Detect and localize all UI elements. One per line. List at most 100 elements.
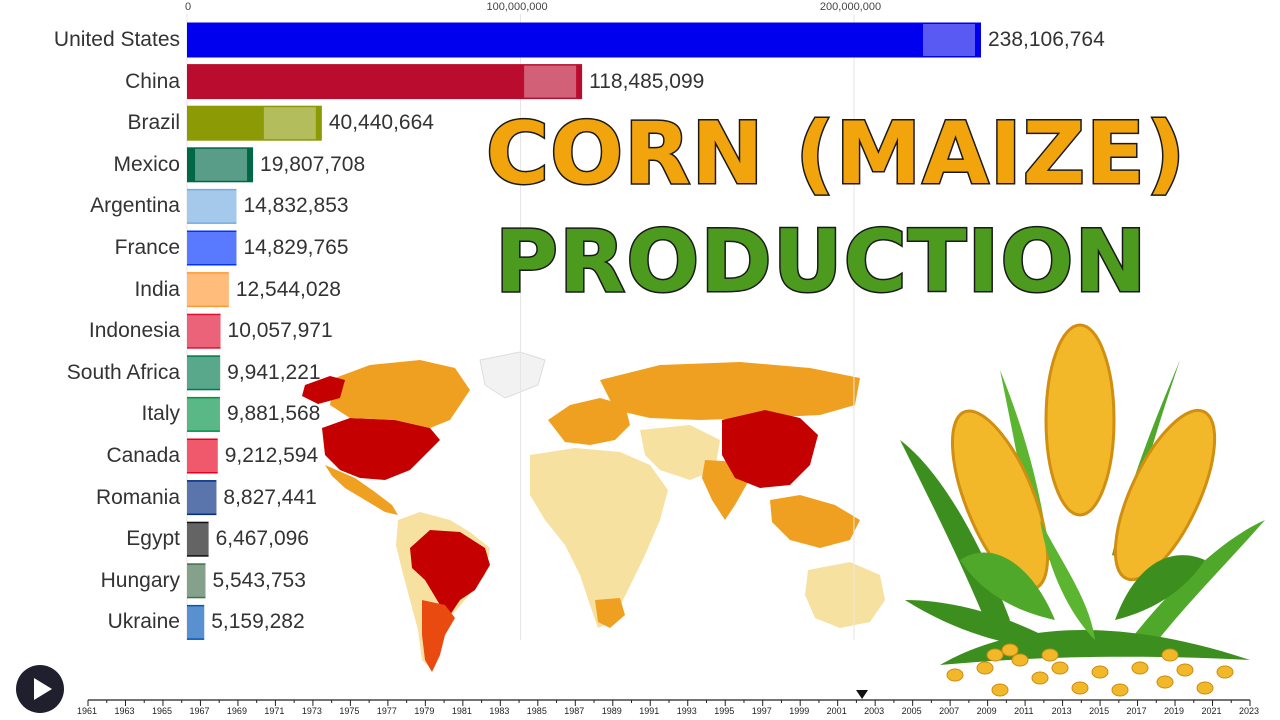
timeline-year-label: 2007 xyxy=(939,706,960,716)
timeline-year-label: 1981 xyxy=(451,706,472,716)
corn-kernel xyxy=(986,648,1004,662)
value-label: 5,159,282 xyxy=(211,610,305,634)
flag-icon xyxy=(187,606,205,639)
timeline-year-label: 1965 xyxy=(151,706,172,716)
timeline-year-label: 2011 xyxy=(1014,706,1034,716)
country-label: Romania xyxy=(95,485,180,509)
country-label: Brazil xyxy=(127,111,180,135)
timeline-year-label: 1963 xyxy=(114,706,135,716)
timeline-year-label: 1975 xyxy=(339,706,360,716)
value-label: 14,829,765 xyxy=(243,236,349,259)
map-russia xyxy=(600,362,860,420)
timeline-year-label: 1973 xyxy=(301,706,322,716)
timeline-year-label: 1961 xyxy=(77,706,98,716)
timeline-year-label: 2009 xyxy=(976,706,997,716)
value-label: 40,440,664 xyxy=(328,111,434,135)
value-label: 12,544,028 xyxy=(235,277,341,301)
value-label: 9,941,221 xyxy=(227,360,321,384)
country-label: Hungary xyxy=(100,568,180,592)
value-label: 9,212,594 xyxy=(224,444,319,467)
timeline-year-label: 1999 xyxy=(789,706,810,716)
bar-romania xyxy=(187,480,217,516)
bar-united-states xyxy=(187,22,981,58)
flag-icon xyxy=(187,481,217,514)
bar-italy xyxy=(187,396,220,432)
map-china xyxy=(722,410,818,488)
corn-kernel xyxy=(1001,643,1019,657)
country-label: United States xyxy=(53,28,180,51)
map-argentina xyxy=(422,600,455,672)
corn-ear xyxy=(1113,408,1217,582)
corn-kernel xyxy=(1041,648,1059,662)
corn-kernel xyxy=(1051,661,1069,675)
timeline-year-label: 2013 xyxy=(1051,706,1072,716)
country-label: Indonesia xyxy=(88,319,180,343)
corn-kernel xyxy=(1196,681,1214,695)
bar-mexico xyxy=(187,147,254,183)
corn-kernel xyxy=(991,683,1009,697)
bar-south-africa xyxy=(187,355,221,391)
value-label: 238,106,764 xyxy=(988,28,1105,51)
map-australia xyxy=(805,562,885,628)
corn-kernel xyxy=(1131,661,1149,675)
bar-france xyxy=(187,230,237,266)
value-label: 10,057,971 xyxy=(227,319,333,343)
bar-egypt xyxy=(187,521,209,557)
play-icon xyxy=(34,678,52,700)
world-map xyxy=(302,351,885,672)
flag-icon xyxy=(187,190,237,223)
map-canada xyxy=(330,360,470,428)
bar-ukraine xyxy=(187,604,205,640)
corn-husk xyxy=(1115,555,1205,620)
timeline-year-label: 1997 xyxy=(751,706,772,716)
country-label: Mexico xyxy=(113,152,180,176)
map-southeast-asia xyxy=(770,495,860,548)
x-tick-label: 0 xyxy=(185,1,192,13)
corn-ear xyxy=(1044,323,1116,517)
bar-canada xyxy=(187,438,218,474)
value-label: 9,881,568 xyxy=(226,402,321,426)
title-line-2: PRODUCTION xyxy=(493,211,1148,314)
timeline-year-label: 1977 xyxy=(376,706,397,716)
flag-icon xyxy=(187,356,221,389)
map-alaska xyxy=(302,376,345,404)
corn-kernel xyxy=(1156,675,1174,689)
corn-kernel xyxy=(1031,671,1049,685)
bar-india xyxy=(187,272,229,308)
bar-indonesia xyxy=(187,313,221,349)
map-south-africa xyxy=(595,598,625,628)
timeline-year-label: 2005 xyxy=(901,706,922,716)
bar-hungary xyxy=(187,563,206,599)
country-label: Egypt xyxy=(126,527,180,551)
corn-kernel xyxy=(1161,648,1179,662)
bar-brazil xyxy=(187,105,322,141)
flag-icon xyxy=(524,65,577,98)
corn-husk xyxy=(1040,520,1095,640)
play-button[interactable] xyxy=(16,665,64,713)
timeline-year-label: 1967 xyxy=(189,706,210,716)
timeline-year-label: 1971 xyxy=(264,706,285,716)
bar-argentina xyxy=(187,188,237,224)
country-label: India xyxy=(134,277,180,301)
timeline-year-label: 2021 xyxy=(1201,706,1222,716)
corn-kernel xyxy=(976,661,994,675)
map-greenland xyxy=(479,351,546,399)
country-label: Canada xyxy=(106,444,180,467)
country-label: Ukraine xyxy=(107,610,180,634)
corn-kernel xyxy=(1111,683,1129,697)
corn-kernel xyxy=(1091,665,1109,679)
timeline-year-label: 1991 xyxy=(639,706,660,716)
value-label: 6,467,096 xyxy=(215,527,309,551)
timeline-current-marker[interactable] xyxy=(856,690,869,699)
country-label: South Africa xyxy=(66,360,180,384)
x-tick-label: 200,000,000 xyxy=(819,1,882,13)
x-tick-label: 100,000,000 xyxy=(486,1,548,13)
timeline-year-label: 1983 xyxy=(489,706,510,716)
map-mexico xyxy=(325,465,398,515)
corn-kernel xyxy=(1011,653,1029,667)
value-label: 118,485,099 xyxy=(589,69,705,93)
value-label: 8,827,441 xyxy=(223,485,317,509)
value-label: 5,543,753 xyxy=(212,568,306,592)
timeline-year-label: 1993 xyxy=(676,706,697,716)
